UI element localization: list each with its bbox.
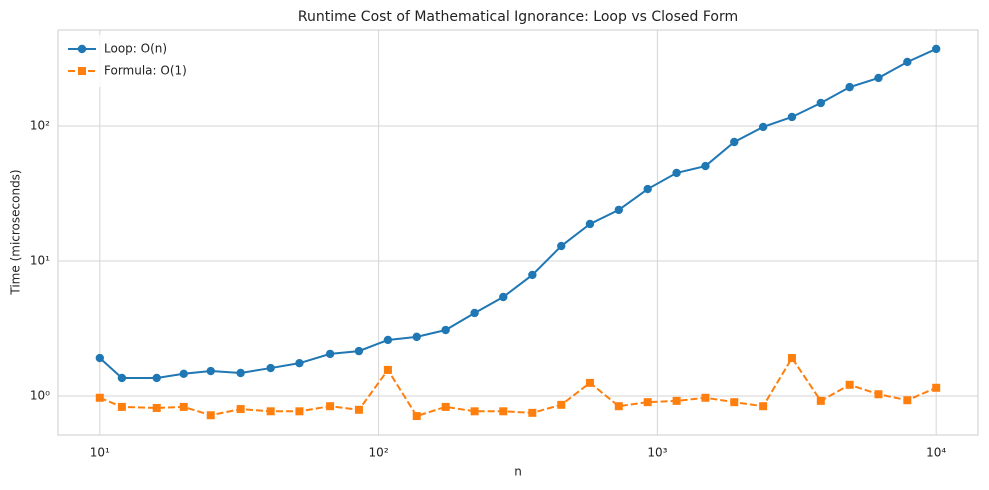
point-marker [206,366,215,376]
point-marker [585,378,594,387]
point-marker [470,308,479,318]
point-marker [787,112,797,122]
point-marker [95,393,104,402]
point-marker [816,396,825,405]
y-tick-label: 10¹ [30,253,50,267]
point-marker [295,407,304,416]
point-marker [354,346,364,356]
point-marker [236,368,245,378]
point-marker [470,407,479,416]
point-marker [874,73,883,83]
point-marker [932,383,941,392]
point-marker [528,270,537,280]
point-marker [874,390,883,399]
series [95,354,941,421]
point-marker [117,373,127,383]
point-marker [117,402,126,411]
point-marker [672,396,681,405]
point-marker [354,405,363,414]
x-tick-label: 10¹ [90,446,110,460]
chart-title: Runtime Cost of Mathematical Ignorance: … [298,9,738,25]
series-line [99,356,937,418]
plot-frame [57,29,979,436]
point-marker [903,57,912,67]
point-marker [845,82,854,92]
point-marker [325,349,335,359]
point-marker [266,407,275,416]
point-marker [152,373,161,383]
point-marker [95,353,105,363]
y-tick-label: 10⁰ [30,388,50,402]
point-marker [701,161,710,171]
point-marker [903,396,912,405]
point-marker [152,403,161,412]
point-marker [499,292,508,302]
point-marker [585,219,595,229]
point-marker [441,325,450,335]
point-marker [643,184,652,194]
point-marker [759,402,768,411]
point-marker [758,122,768,132]
point-marker [701,393,710,402]
legend-label: Formula: O(1) [104,64,187,78]
point-marker [383,365,392,374]
point-marker [528,408,537,417]
legend-marker [78,67,86,75]
point-marker [295,358,304,368]
point-marker [206,411,215,420]
y-axis-label: Time (microseconds) [9,169,23,295]
point-marker [266,363,275,373]
point-marker [441,402,450,411]
point-marker [179,369,188,378]
point-marker [557,241,566,251]
point-marker [179,402,188,411]
point-marker [412,332,421,342]
point-marker [499,407,508,416]
series-line [99,48,937,379]
x-tick-label: 10³ [647,446,667,460]
x-axis-label: n [514,465,522,479]
point-marker [672,168,681,178]
point-marker [412,412,421,421]
point-marker [236,405,245,414]
legend-marker [77,44,87,54]
y-tick-label: 10² [30,118,50,132]
point-marker [931,44,941,54]
legend-label: Loop: O(n) [104,42,167,56]
point-marker [383,335,393,345]
point-marker [730,398,739,407]
point-marker [730,137,739,147]
point-marker [816,98,826,108]
point-marker [643,398,652,407]
legend-box [62,35,193,87]
point-marker [614,205,623,215]
point-marker [614,402,623,411]
series [95,44,941,383]
x-tick-label: 10² [369,446,389,460]
point-marker [845,380,854,389]
point-marker [557,400,566,409]
point-marker [787,354,796,363]
point-marker [326,402,335,411]
x-tick-label: 10⁴ [926,446,946,460]
